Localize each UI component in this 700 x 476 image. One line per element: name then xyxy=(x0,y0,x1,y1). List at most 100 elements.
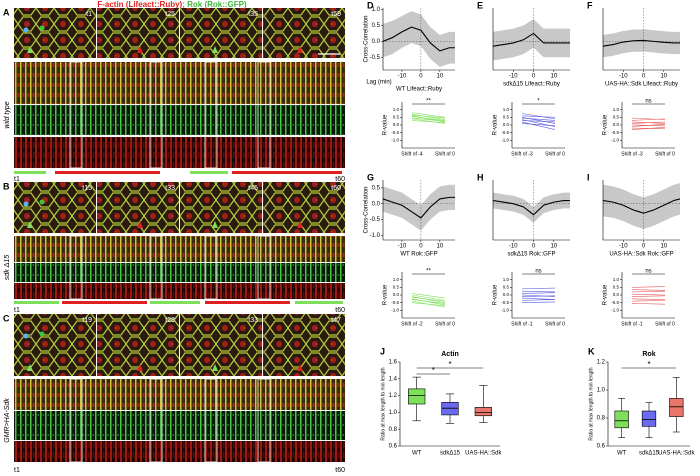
mean-line xyxy=(382,26,455,52)
y-tick-label: 1.2 xyxy=(389,393,398,399)
paired-line xyxy=(411,293,446,299)
panel-letter: K xyxy=(588,346,595,356)
x-tick-label: Shift of -2 xyxy=(401,321,423,327)
confidence-band xyxy=(603,183,680,229)
caption: UAS-HA::Sdk Lifeact::Ruby xyxy=(605,82,678,88)
paired-line xyxy=(521,287,556,290)
paired-line xyxy=(521,121,556,130)
paired-line xyxy=(521,297,556,300)
micrograph xyxy=(263,8,345,58)
paired-line xyxy=(521,113,556,120)
y-tick-label: 0.6 xyxy=(389,444,398,450)
y-tick-label: 0.5 xyxy=(372,185,381,191)
paired-line xyxy=(411,297,446,302)
x-tick-label: 0 xyxy=(642,244,646,250)
kymo-box xyxy=(257,235,271,300)
confidence-band xyxy=(383,11,455,67)
significance: ** xyxy=(426,99,431,105)
y-axis-label: R-value xyxy=(493,284,499,305)
caption: WT Rok::GFP xyxy=(400,252,437,258)
micrograph xyxy=(14,314,96,376)
y-tick-label: 1.4 xyxy=(389,376,398,382)
y-tick-label: -0.5 xyxy=(391,300,399,305)
y-tick-label: -1.0 xyxy=(611,308,619,313)
y-tick-label: 1.0 xyxy=(393,277,400,282)
y-tick-label: 0.0 xyxy=(372,201,381,207)
significance: ns xyxy=(535,269,541,275)
arrowhead xyxy=(137,221,143,228)
x-tick-label: WT xyxy=(617,451,627,457)
x-tick-label: Shift of -1 xyxy=(511,321,533,327)
mean-line xyxy=(602,198,681,214)
y-tick-label: -0.5 xyxy=(611,130,619,135)
y-tick-label: 1.0 xyxy=(503,277,510,282)
x-tick-label: Shift of -4 xyxy=(401,151,423,157)
y-tick-label: 0.5 xyxy=(613,115,620,120)
panel-letter: F xyxy=(587,0,593,10)
confidence-band xyxy=(493,192,570,223)
time-label: t28 xyxy=(165,317,175,324)
paired-line xyxy=(521,292,556,294)
x-tick-label: 0 xyxy=(642,74,646,80)
genotype-label: wild type xyxy=(4,101,11,128)
arrowhead xyxy=(27,364,33,371)
paired-line xyxy=(411,296,446,303)
x-tick-label: UAS-HA::Sdk xyxy=(465,451,502,457)
panel-letter: G xyxy=(367,172,374,182)
y-tick-label: -1.0 xyxy=(611,138,619,143)
kymograph xyxy=(14,62,345,104)
confidence-band xyxy=(383,184,455,231)
paired-line xyxy=(411,120,446,123)
y-tick-label: 0.5 xyxy=(393,285,400,290)
x-tick-label: Shift of 0 xyxy=(435,151,455,157)
paired-line xyxy=(411,116,446,121)
x-tick-label: Shift of 0 xyxy=(435,321,455,327)
cell-marker xyxy=(23,201,29,207)
box xyxy=(474,407,492,417)
y-tick-label: 0.5 xyxy=(393,115,400,120)
mean-line xyxy=(492,199,570,216)
genotype-label: sdk Δ15 xyxy=(4,255,11,280)
arrowhead xyxy=(137,46,143,53)
paired-line xyxy=(411,302,446,307)
micrograph xyxy=(14,8,96,58)
paired-line xyxy=(411,112,446,118)
paired-line xyxy=(631,293,666,296)
x-tick-label: Shift of 0 xyxy=(545,151,565,157)
paired-line xyxy=(631,123,666,127)
significance: ns xyxy=(645,99,651,105)
panel-letter: C xyxy=(3,313,10,323)
y-tick-label: 0.0 xyxy=(393,292,400,297)
kymograph xyxy=(14,105,345,135)
y-tick-label: 0.0 xyxy=(372,39,381,45)
time-label: t59 xyxy=(331,11,341,18)
x-tick-label: Shift of -3 xyxy=(621,151,643,157)
x-tick-label: UAS-HA::Sdk xyxy=(658,451,695,457)
time-label: t33 xyxy=(248,317,258,324)
x-tick-label: WT xyxy=(412,451,422,457)
paired-line xyxy=(411,118,446,124)
y-tick-label: 1.2 xyxy=(597,360,606,366)
kymo-box xyxy=(204,61,218,169)
kymo-box xyxy=(257,61,271,169)
x-axis-label: Lag (min) xyxy=(366,80,391,86)
kymograph xyxy=(14,283,345,299)
y-axis-label: Cross-Correlation xyxy=(364,15,370,62)
caption: WT Lifeact::Ruby xyxy=(396,87,442,93)
genotype-label: GMR>HA-Sdk xyxy=(4,398,11,443)
kymograph xyxy=(14,263,345,282)
micrograph xyxy=(180,314,262,376)
time-label: t1 xyxy=(86,11,92,18)
micrograph xyxy=(263,182,345,233)
paired-line xyxy=(631,290,666,293)
time-label: t15 xyxy=(82,185,92,192)
paired-line xyxy=(631,121,666,124)
y-tick-label: -1.0 xyxy=(391,138,399,143)
y-axis-label: Ratio at max length to min length xyxy=(588,367,594,440)
arrowhead xyxy=(297,46,303,53)
paired-line xyxy=(631,286,666,288)
paired-line xyxy=(631,300,666,302)
significance: ** xyxy=(426,269,431,275)
chart-title: Actin xyxy=(441,351,459,358)
y-tick-label: -1.0 xyxy=(370,233,381,239)
